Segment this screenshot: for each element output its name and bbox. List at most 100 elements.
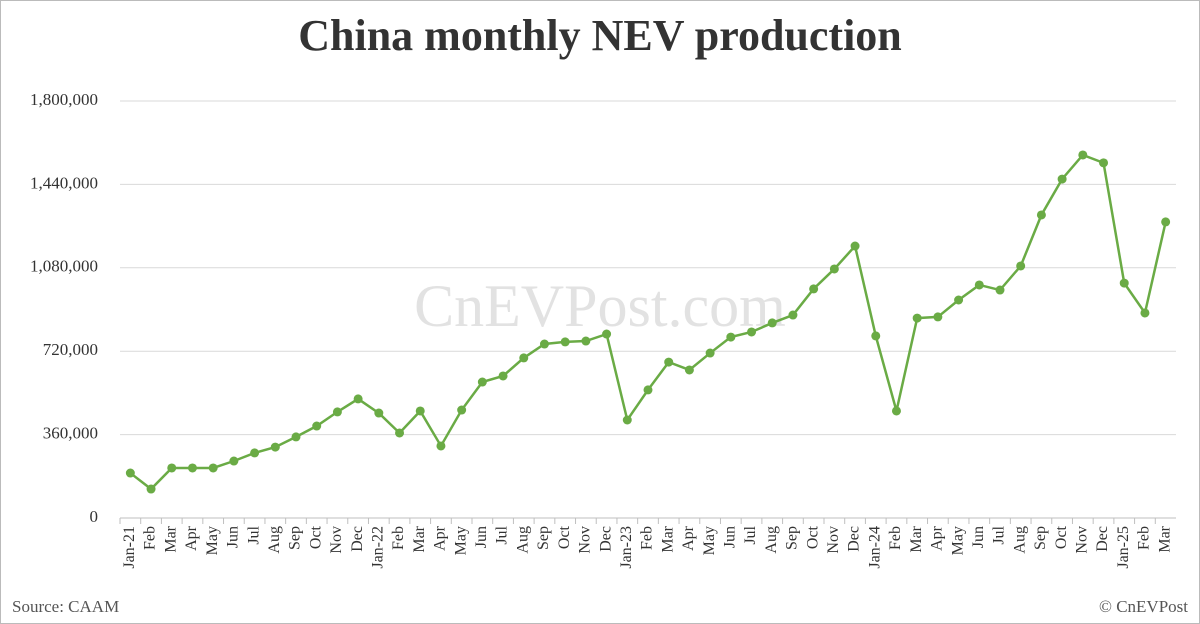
x-tick-label: Dec: [846, 526, 863, 552]
data-point: [250, 448, 260, 458]
data-point: [912, 313, 922, 323]
data-point: [1119, 278, 1129, 288]
data-point: [332, 407, 342, 417]
data-point: [291, 432, 301, 442]
data-point: [995, 285, 1005, 295]
y-tick-label: 1,080,000: [30, 257, 98, 276]
x-tick-label: Dec: [1094, 526, 1111, 552]
data-point: [353, 394, 363, 404]
x-tick-label: Oct: [1053, 525, 1070, 549]
data-point: [954, 295, 964, 305]
data-point: [436, 441, 446, 451]
data-point: [581, 336, 591, 346]
x-tick-label: Oct: [804, 525, 821, 549]
data-point: [229, 456, 239, 466]
data-point: [1057, 174, 1067, 184]
data-point: [809, 284, 819, 294]
x-tick-label: Sep: [287, 526, 304, 550]
x-tick-label: Sep: [1032, 526, 1049, 550]
y-tick-label: 360,000: [43, 424, 98, 443]
x-tick-label: Apr: [680, 525, 697, 551]
x-tick-label: Aug: [266, 526, 283, 554]
x-tick-label: Jun: [225, 526, 242, 548]
data-point: [643, 385, 653, 395]
data-point: [208, 463, 218, 473]
x-tick-label: Jan-24: [866, 526, 883, 569]
x-tick-label: Mar: [659, 525, 676, 552]
data-point: [125, 468, 135, 478]
data-point: [560, 337, 570, 347]
x-tick-label: Feb: [887, 526, 904, 550]
x-tick-label: Nov: [328, 526, 345, 554]
x-tick-label: Jan-22: [369, 526, 386, 569]
data-point: [705, 348, 715, 358]
data-point: [312, 421, 322, 431]
x-tick-label: Aug: [763, 526, 780, 554]
x-tick-label: Apr: [183, 525, 200, 551]
data-point: [829, 264, 839, 274]
x-tick-label: Oct: [307, 525, 324, 549]
x-tick-label: Mar: [1156, 525, 1173, 552]
x-tick-label: Apr: [929, 525, 946, 551]
y-tick-label: 720,000: [43, 340, 98, 359]
data-point: [1099, 158, 1109, 168]
data-point: [539, 339, 549, 349]
x-tick-label: Jul: [494, 525, 511, 544]
x-tick-label: Jan-21: [121, 526, 138, 569]
x-tick-label: May: [204, 526, 221, 555]
chart-title: China monthly NEV production: [298, 11, 902, 60]
data-point: [187, 463, 197, 473]
data-point: [270, 442, 280, 452]
x-tick-label: Jun: [473, 526, 490, 548]
watermark: CnEVPost.com: [414, 273, 786, 339]
data-point: [602, 329, 612, 339]
data-point: [1140, 308, 1150, 318]
data-point: [519, 353, 529, 363]
data-point: [1036, 210, 1046, 220]
x-tick-label: Sep: [535, 526, 552, 550]
data-point: [684, 365, 694, 375]
data-point: [457, 405, 467, 415]
x-tick-label: May: [949, 526, 966, 555]
x-tick-label: Mar: [411, 525, 428, 552]
x-tick-label: Jun: [721, 526, 738, 548]
x-tick-label: Aug: [1011, 526, 1028, 554]
data-point: [933, 312, 943, 322]
x-tick-label: Mar: [908, 525, 925, 552]
x-tick-label: Nov: [825, 526, 842, 554]
x-tick-label: Dec: [597, 526, 614, 552]
data-point: [415, 406, 425, 416]
x-tick-label: Aug: [514, 526, 531, 554]
credit: © CnEVPost: [1099, 597, 1188, 616]
x-tick-label: Oct: [556, 525, 573, 549]
x-tick-label: Nov: [577, 526, 594, 554]
data-point: [498, 371, 508, 381]
data-point: [1078, 150, 1088, 160]
data-point: [850, 241, 860, 251]
x-tick-label: Sep: [784, 526, 801, 550]
x-tick-label: Jan-23: [618, 526, 635, 569]
x-tick-label: Feb: [1136, 526, 1153, 550]
data-point: [395, 428, 405, 438]
data-point: [974, 280, 984, 290]
data-point: [664, 357, 674, 367]
data-point: [1016, 261, 1026, 271]
data-point: [788, 310, 798, 320]
data-point: [374, 408, 384, 418]
data-point: [477, 377, 487, 387]
data-point: [146, 484, 156, 494]
y-tick-label: 1,440,000: [30, 173, 98, 192]
source: Source: CAAM: [12, 597, 119, 616]
y-tick-label: 1,800,000: [30, 90, 98, 109]
x-tick-label: Nov: [1073, 526, 1090, 554]
data-point: [726, 332, 736, 342]
data-point: [622, 415, 632, 425]
x-tick-label: Mar: [162, 525, 179, 552]
x-tick-label: Jul: [742, 525, 759, 544]
x-tick-label: Apr: [432, 525, 449, 551]
x-tick-label: May: [452, 526, 469, 555]
x-tick-label: Jun: [970, 526, 987, 548]
data-point: [891, 406, 901, 416]
